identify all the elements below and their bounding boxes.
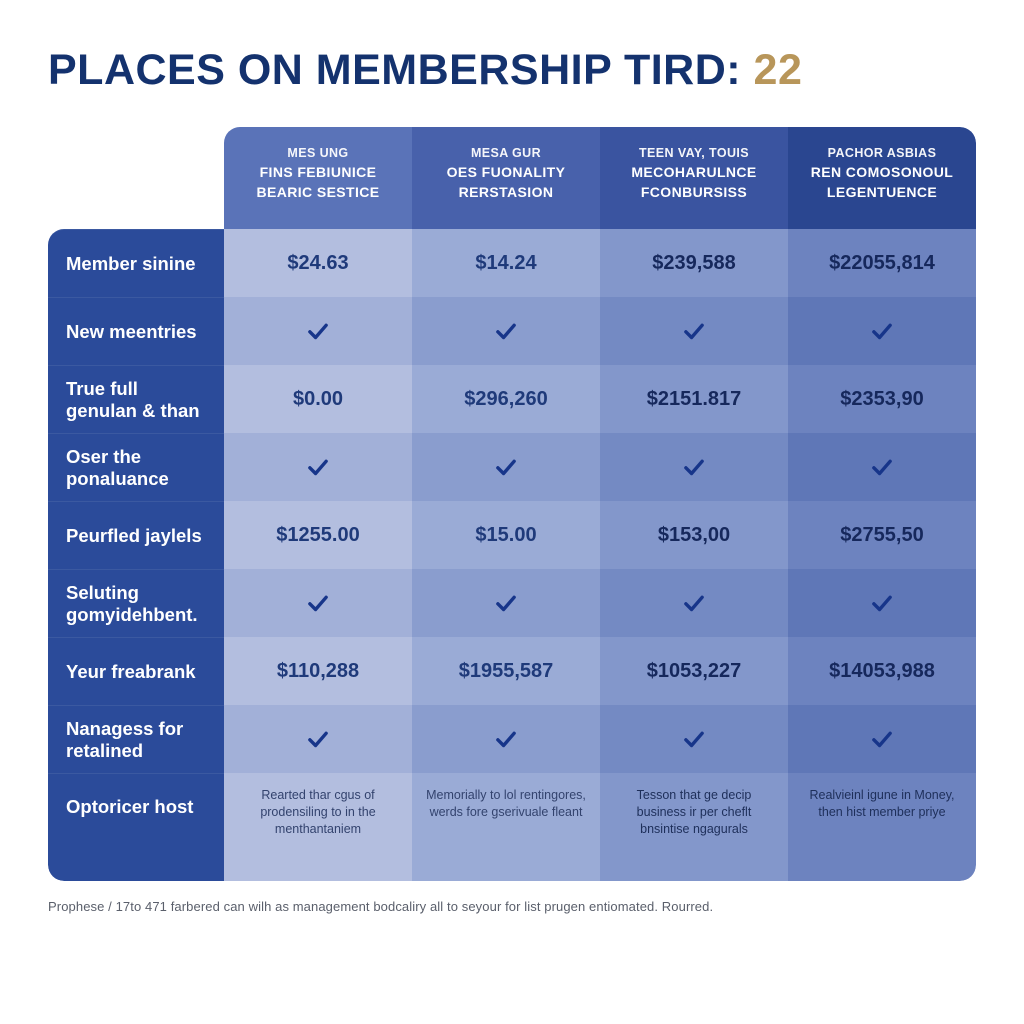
price-cell: $1255.00 [224, 501, 412, 569]
price-cell: $239,588 [600, 229, 788, 297]
tier-header-line3: LEGENTUENCE [798, 183, 966, 201]
price-cell: $0.00 [224, 365, 412, 433]
tier-header-line1: MES UNG [234, 145, 402, 161]
check-icon [869, 318, 895, 344]
tier-header-3: PACHOR ASBIAS REN COMOSONOUL LEGENTUENCE [788, 127, 976, 229]
title-accent: 22 [754, 46, 803, 94]
row-label-header-spacer [48, 127, 224, 229]
price-cell: $22055,814 [788, 229, 976, 297]
tier-header-line2: OES FUONALITY [422, 163, 590, 181]
feature-check-cell [788, 297, 976, 365]
row-label: New meentries [48, 297, 224, 365]
price-cell: $110,288 [224, 637, 412, 705]
price-cell: $14.24 [412, 229, 600, 297]
row-label: Seluting gomyidehbent. [48, 569, 224, 637]
feature-check-cell [600, 705, 788, 773]
feature-check-cell [788, 705, 976, 773]
price-cell: $2151.817 [600, 365, 788, 433]
price-cell: $24.63 [224, 229, 412, 297]
price-cell: $1053,227 [600, 637, 788, 705]
check-icon [869, 454, 895, 480]
tier-header-line1: PACHOR ASBIAS [798, 145, 966, 161]
membership-comparison-table: MES UNG FINS FEBIUNICE BEARIC SESTICE MESA … [48, 127, 976, 881]
check-icon [493, 318, 519, 344]
check-icon [869, 590, 895, 616]
price-cell: $296,260 [412, 365, 600, 433]
feature-check-cell [788, 433, 976, 501]
feature-check-cell [788, 569, 976, 637]
check-icon [493, 726, 519, 752]
feature-check-cell [600, 569, 788, 637]
check-icon [681, 318, 707, 344]
feature-check-cell [412, 569, 600, 637]
tier-header-line2: FINS FEBIUNICE [234, 163, 402, 181]
tier-header-line2: REN COMOSONOUL [798, 163, 966, 181]
row-label: Member sinine [48, 229, 224, 297]
feature-check-cell [224, 297, 412, 365]
footnote-text: Prophese / 17to 471 farbered can wilh as… [48, 899, 976, 914]
tier-header-line2: MECOHARULNCE [610, 163, 778, 181]
title-main: PLACES ON MEMBERSHIP TIRD: [48, 46, 741, 94]
row-label: Nanagess for retalined [48, 705, 224, 773]
feature-check-cell [412, 433, 600, 501]
feature-check-cell [600, 433, 788, 501]
tier-header-line3: BEARIC SESTICE [234, 183, 402, 201]
feature-check-cell [224, 705, 412, 773]
row-label: Peurfled jaylels [48, 501, 224, 569]
check-icon [681, 454, 707, 480]
tier-footer-note: Rearted thar cgus of prodensiling to in … [224, 773, 412, 881]
price-cell: $15.00 [412, 501, 600, 569]
tier-footer-note: Memorially to lol rentingores, werds for… [412, 773, 600, 881]
check-icon [681, 726, 707, 752]
check-icon [493, 454, 519, 480]
check-icon [305, 318, 331, 344]
page-title: PLACES ON MEMBERSHIP TIRD: 22 [48, 46, 976, 95]
feature-check-cell [412, 297, 600, 365]
tier-header-line1: MESA GUR [422, 145, 590, 161]
tier-header-line3: FCONBURSISS [610, 183, 778, 201]
check-icon [305, 454, 331, 480]
check-icon [305, 726, 331, 752]
tier-header-line3: RERSTASION [422, 183, 590, 201]
row-label: True full genulan & than [48, 365, 224, 433]
row-label: Oser the ponaluance [48, 433, 224, 501]
price-cell: $153,00 [600, 501, 788, 569]
feature-check-cell [224, 569, 412, 637]
feature-check-cell [600, 297, 788, 365]
price-cell: $2353,90 [788, 365, 976, 433]
feature-check-cell [412, 705, 600, 773]
price-cell: $2755,50 [788, 501, 976, 569]
check-icon [305, 590, 331, 616]
price-cell: $14053,988 [788, 637, 976, 705]
tier-header-0: MES UNG FINS FEBIUNICE BEARIC SESTICE [224, 127, 412, 229]
check-icon [493, 590, 519, 616]
tier-footer-note: Tesson that ge decip business ir per che… [600, 773, 788, 881]
tier-footer-note: Realvieinl igune in Money, then hist mem… [788, 773, 976, 881]
row-label: Optoricer host [48, 773, 224, 881]
tier-header-line1: TEEN VAY, TOUIS [610, 145, 778, 161]
check-icon [869, 726, 895, 752]
row-label: Yeur freabrank [48, 637, 224, 705]
check-icon [681, 590, 707, 616]
tier-header-1: MESA GUR OES FUONALITY RERSTASION [412, 127, 600, 229]
tier-header-2: TEEN VAY, TOUIS MECOHARULNCE FCONBURSISS [600, 127, 788, 229]
feature-check-cell [224, 433, 412, 501]
price-cell: $1955,587 [412, 637, 600, 705]
